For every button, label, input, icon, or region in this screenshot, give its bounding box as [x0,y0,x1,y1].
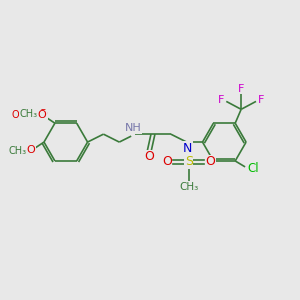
Text: O: O [27,145,35,155]
Text: CH₃: CH₃ [8,146,26,156]
Text: N: N [183,142,192,154]
Text: OCH₃: OCH₃ [11,110,37,120]
Text: CH₃: CH₃ [19,109,37,119]
Text: NH: NH [125,123,142,133]
Text: CH₃: CH₃ [179,182,198,192]
Text: O: O [206,155,215,168]
Text: F: F [238,83,244,94]
Text: O: O [144,150,154,164]
Text: Cl: Cl [247,162,259,176]
Text: O: O [38,110,46,120]
Text: F: F [218,95,224,105]
Text: F: F [258,95,264,105]
Text: O: O [39,109,47,119]
Text: O: O [162,155,172,168]
Text: S: S [184,155,193,168]
